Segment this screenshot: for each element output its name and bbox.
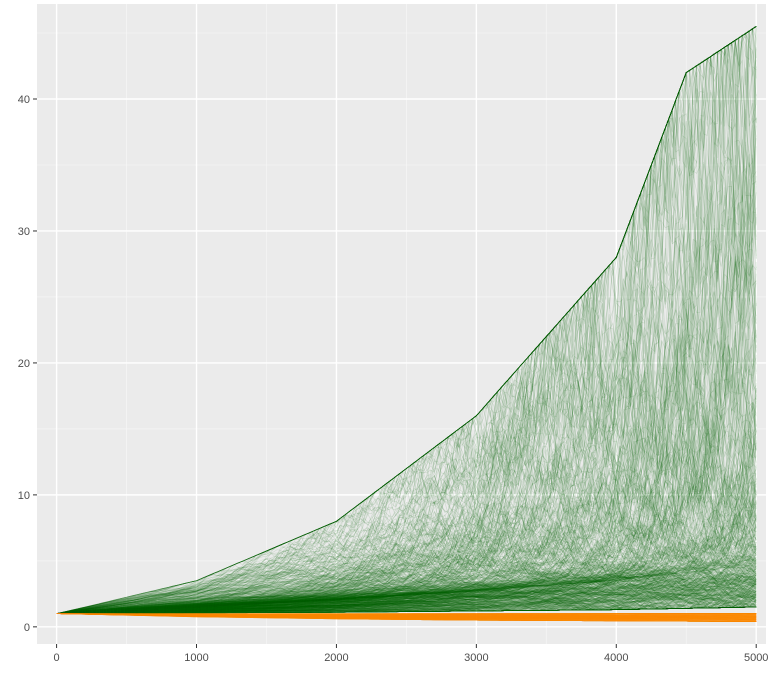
x-tick-label: 0 (54, 652, 60, 664)
y-tick-label: 40 (18, 94, 30, 106)
y-tick-label: 10 (18, 490, 30, 502)
x-tick-label: 2000 (324, 652, 348, 664)
y-tick-label: 20 (18, 358, 30, 370)
x-tick-label: 3000 (464, 652, 488, 664)
x-tick-label: 1000 (184, 652, 208, 664)
x-tick-label: 4000 (604, 652, 628, 664)
y-tick-label: 30 (18, 226, 30, 238)
y-tick-label: 0 (24, 622, 30, 634)
x-tick-label: 5000 (744, 652, 768, 664)
